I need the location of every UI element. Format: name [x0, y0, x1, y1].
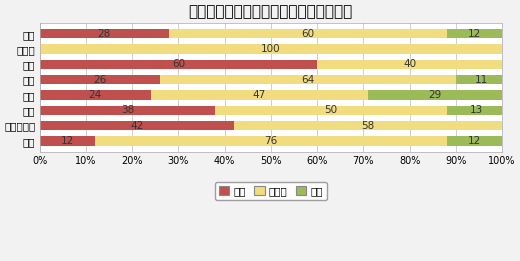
Text: 60: 60 — [301, 29, 315, 39]
Bar — [40, 105, 215, 115]
Title: 見学会、イベント等の来場者数（割合）: 見学会、イベント等の来場者数（割合） — [189, 4, 353, 19]
Bar — [40, 44, 502, 54]
Text: 29: 29 — [428, 90, 441, 100]
Bar — [447, 105, 506, 115]
Text: 50: 50 — [324, 105, 337, 115]
Bar — [40, 60, 317, 69]
Bar — [169, 29, 447, 38]
Bar — [40, 121, 234, 130]
Text: 42: 42 — [130, 121, 144, 130]
Text: 58: 58 — [361, 121, 374, 130]
Text: 100: 100 — [261, 44, 281, 54]
Text: 38: 38 — [121, 105, 134, 115]
Bar — [40, 29, 169, 38]
Text: 26: 26 — [93, 75, 106, 85]
Text: 47: 47 — [253, 90, 266, 100]
Text: 24: 24 — [88, 90, 102, 100]
Text: 12: 12 — [61, 136, 74, 146]
Bar — [447, 29, 502, 38]
Bar — [151, 90, 368, 100]
Bar — [215, 105, 447, 115]
Bar — [40, 136, 95, 146]
Text: 11: 11 — [475, 75, 488, 85]
Text: 76: 76 — [264, 136, 278, 146]
Bar — [160, 75, 456, 84]
Bar — [40, 90, 151, 100]
Bar — [95, 136, 447, 146]
Text: 13: 13 — [470, 105, 483, 115]
Bar — [447, 136, 502, 146]
Text: 28: 28 — [98, 29, 111, 39]
Bar — [456, 75, 506, 84]
Text: 64: 64 — [301, 75, 315, 85]
Bar — [317, 60, 502, 69]
Bar — [368, 90, 502, 100]
Bar — [40, 75, 160, 84]
Text: 12: 12 — [467, 29, 481, 39]
Legend: 減少, 横ばい, 増加: 減少, 横ばい, 増加 — [215, 182, 327, 200]
Text: 12: 12 — [467, 136, 481, 146]
Text: 60: 60 — [172, 59, 185, 69]
Bar — [234, 121, 502, 130]
Text: 40: 40 — [403, 59, 416, 69]
